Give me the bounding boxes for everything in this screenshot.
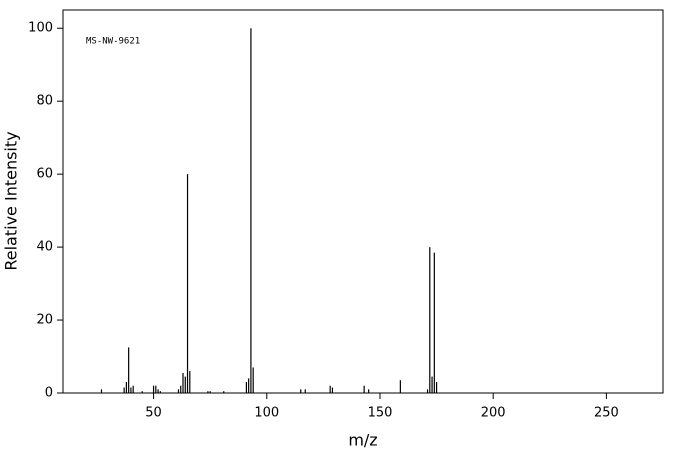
y-axis-label: Relative Intensity — [2, 131, 21, 270]
x-axis-label: m/z — [348, 431, 377, 450]
x-tick-label: 200 — [481, 406, 506, 421]
y-tick-label: 20 — [36, 313, 53, 328]
y-tick-label: 80 — [36, 94, 53, 109]
y-tick-label: 40 — [36, 240, 53, 255]
x-tick-label: 50 — [145, 406, 162, 421]
x-tick-label: 250 — [594, 406, 619, 421]
y-tick-label: 100 — [28, 21, 53, 36]
plot-frame — [62, 9, 664, 394]
y-tick-label: 0 — [45, 386, 53, 401]
x-tick-label: 100 — [254, 406, 279, 421]
x-tick-label: 150 — [368, 406, 393, 421]
y-tick-label: 60 — [36, 167, 53, 182]
annotation: MS-NW-9621 — [86, 37, 140, 47]
